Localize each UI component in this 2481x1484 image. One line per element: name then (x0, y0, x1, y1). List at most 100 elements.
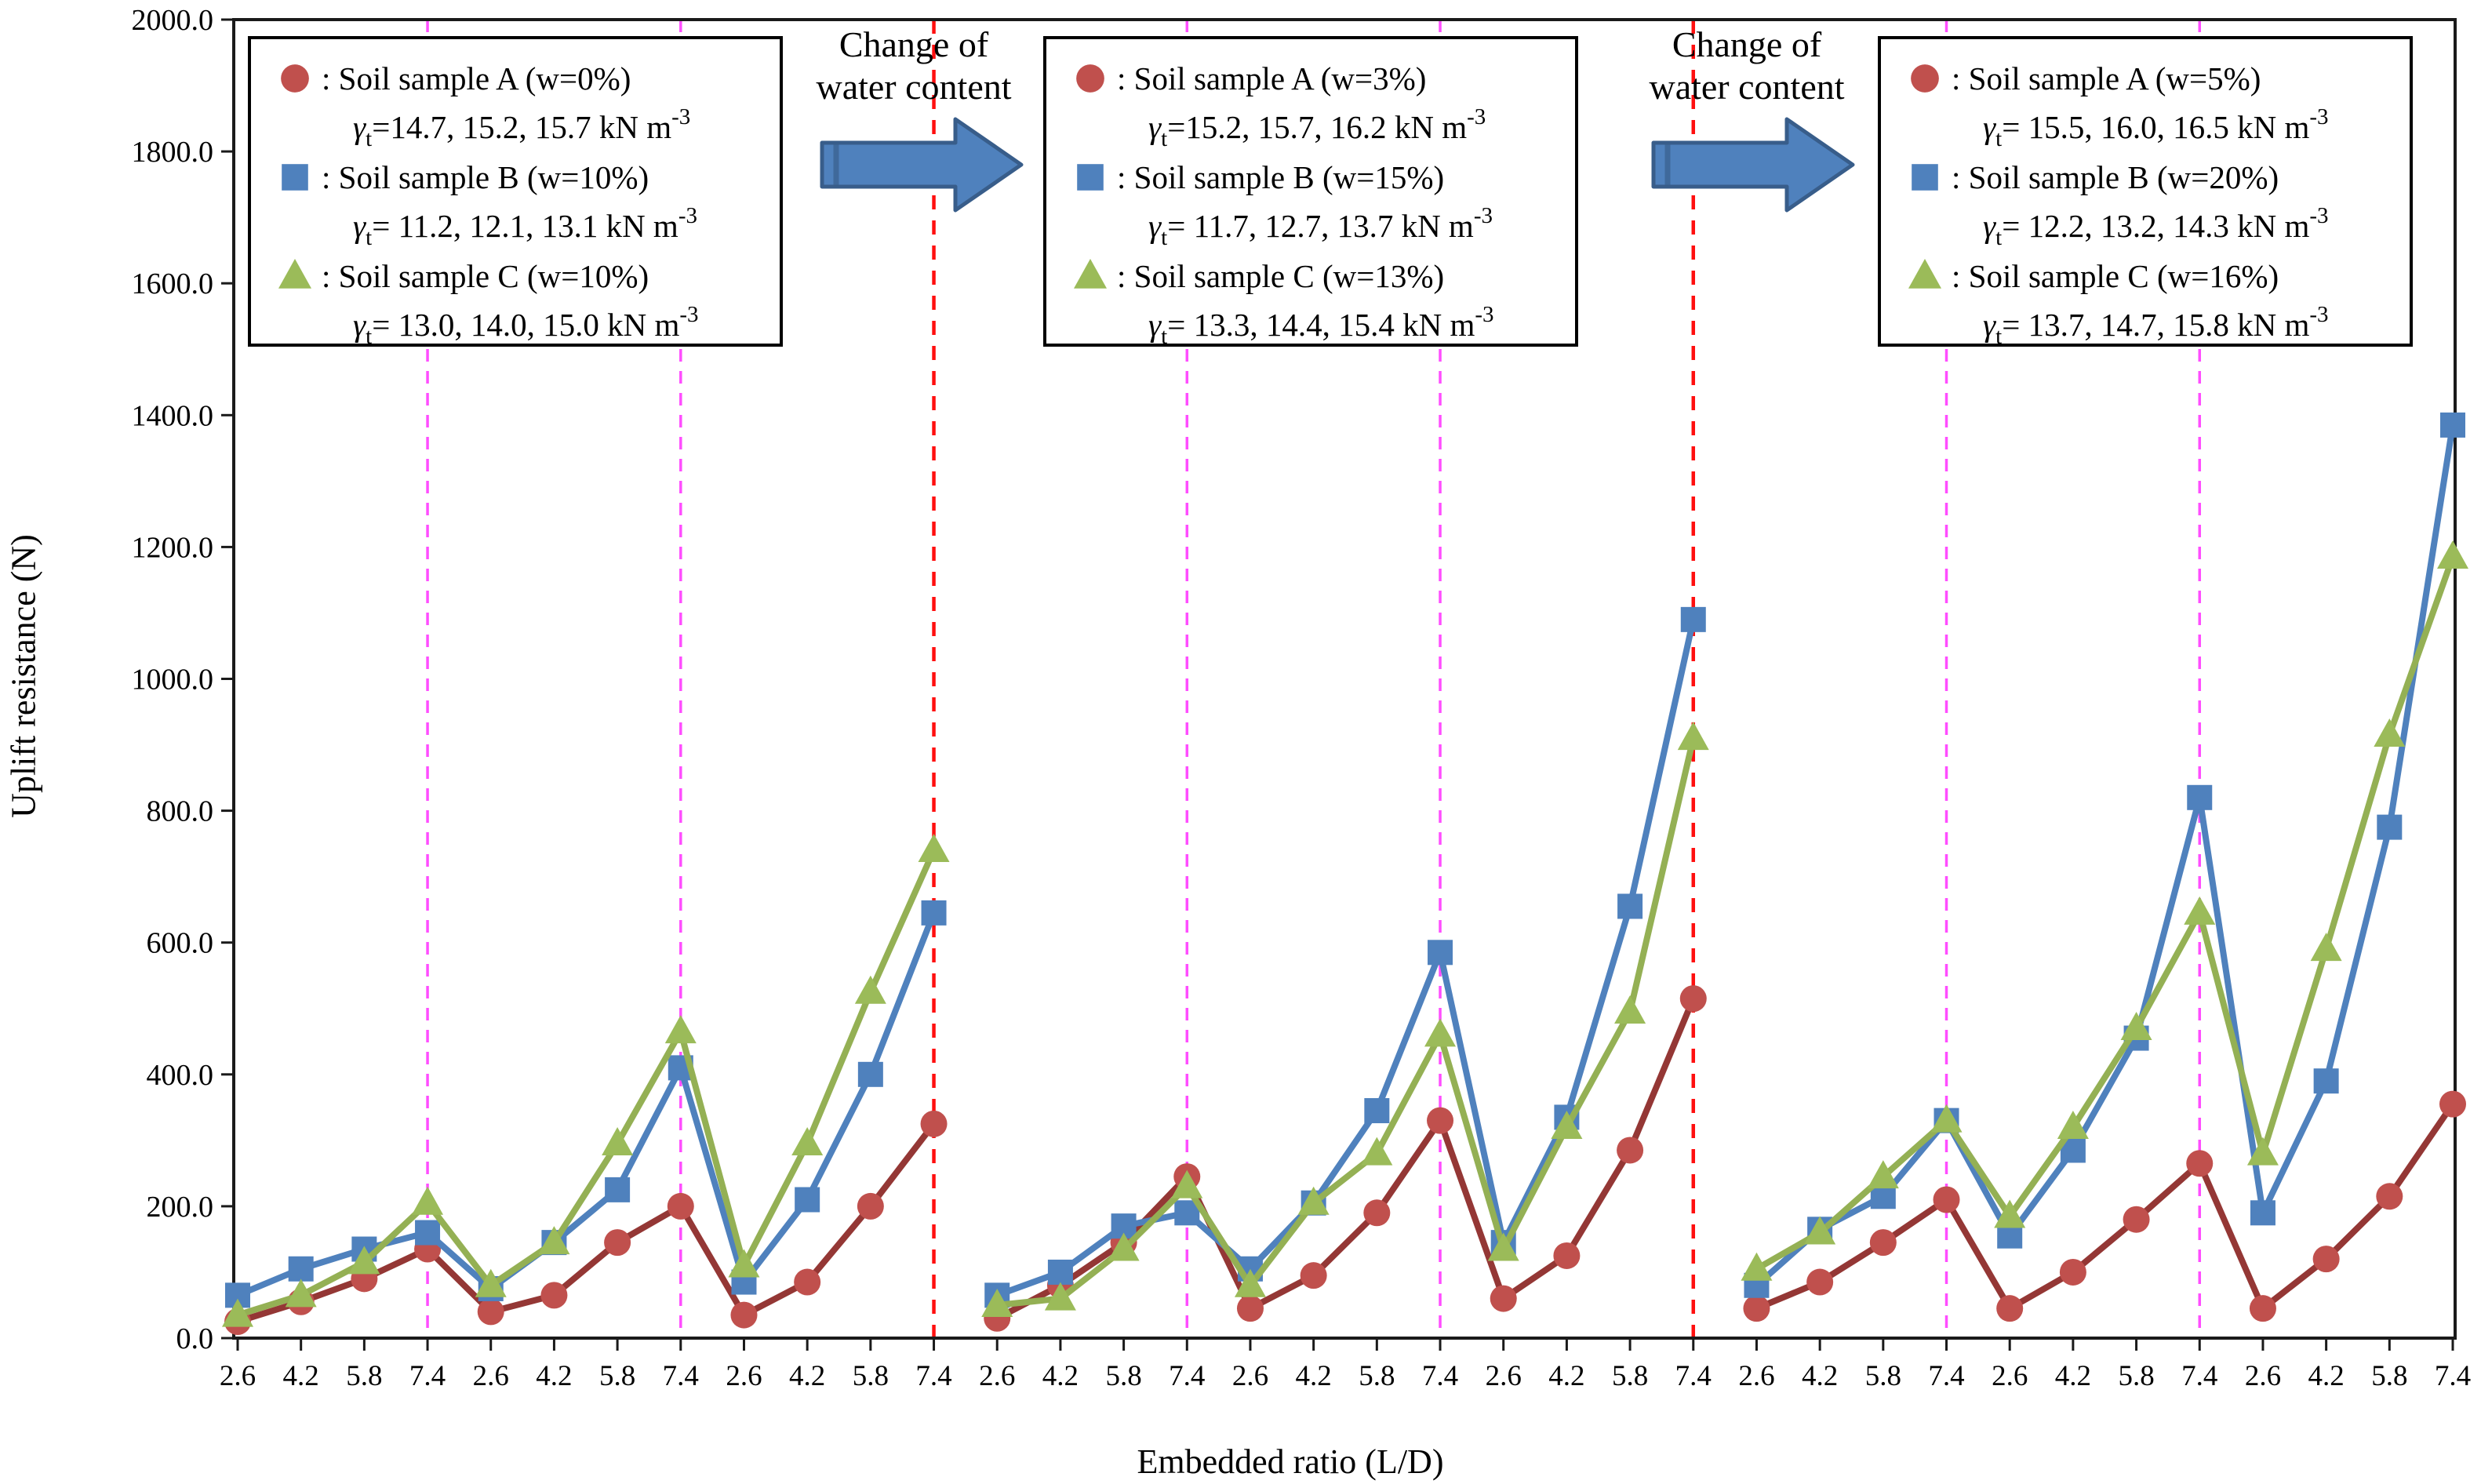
x-axis-tick-label: 5.8 (599, 1360, 635, 1392)
data-point-triangle (1297, 1186, 1330, 1215)
legend-entry-label: : Soil sample A (w=0%) (322, 60, 631, 96)
data-point-circle (2059, 1258, 2086, 1286)
data-point-circle (1363, 1199, 1391, 1227)
data-point-circle (1076, 64, 1104, 93)
x-axis-tick-label: 7.4 (1928, 1360, 1964, 1392)
x-axis-tick-label: 2.6 (220, 1360, 256, 1392)
data-point-triangle (1171, 1169, 1203, 1198)
series-line (236, 911, 937, 1299)
x-axis-tick-label: 5.8 (1612, 1360, 1648, 1392)
legend-border (1043, 36, 1578, 347)
y-axis-tick-label: 0.0 (176, 1322, 214, 1355)
legend-box-panel-3: : Soil sample A (w=5%) γt= 15.5, 16.0, 16… (1878, 36, 2413, 349)
legend-entry-label: : Soil sample A (w=5%) (1952, 60, 2261, 96)
annotation-line: water content (1649, 67, 1845, 107)
data-point-triangle (728, 1249, 760, 1278)
legend-entry-label: : Soil sample C (w=16%) (1952, 258, 2279, 294)
data-point-circle (540, 1282, 568, 1309)
data-point-triangle (2374, 718, 2406, 747)
data-point-triangle (981, 1288, 1013, 1317)
data-point-square (605, 1177, 631, 1202)
data-point-triangle (1044, 1282, 1076, 1311)
change-of-water-content-annotation-2: Change of water content (1613, 24, 1880, 109)
legend-entry-gamma-line: γt= 15.5, 16.0, 16.5 kN m-3 (1983, 104, 2329, 151)
data-point-triangle (285, 1278, 317, 1308)
data-point-triangle (602, 1127, 634, 1156)
legend-border (248, 36, 783, 347)
y-axis-tick-label: 800.0 (147, 795, 214, 828)
annotation-line: water content (816, 67, 1012, 107)
data-point-circle (1869, 1229, 1897, 1257)
annotation-line: Change of (1672, 24, 1822, 64)
data-point-circle (1427, 1107, 1454, 1134)
x-axis-tick-label: 5.8 (346, 1360, 382, 1392)
x-axis-title: Embedded ratio (L/D) (1137, 1442, 1444, 1481)
legend-entry-label: : Soil sample B (w=15%) (1117, 159, 1444, 195)
legend-entry-gamma-line: γt=15.2, 15.7, 16.2 kN m-3 (1148, 104, 1486, 151)
data-point-triangle (1741, 1252, 1773, 1281)
data-point-circle (920, 1110, 948, 1137)
data-point-triangle (664, 1015, 697, 1044)
series-line (1754, 424, 2456, 1288)
change-of-water-content-annotation-1: Change of water content (780, 24, 1047, 109)
x-axis-tick-label: 4.2 (536, 1360, 572, 1392)
water-content-arrow-2 (1651, 117, 1855, 213)
series-line (995, 618, 1697, 1299)
y-axis-tick-label: 1400.0 (132, 399, 214, 432)
data-point-triangle (1551, 1111, 1583, 1140)
x-axis-tick-label: 2.6 (1738, 1360, 1774, 1392)
data-point-triangle (1074, 258, 1107, 289)
data-point-triangle (1108, 1232, 1140, 1261)
data-point-circle (477, 1298, 504, 1326)
series-triangle-panel-3 (1741, 540, 2468, 1281)
x-axis-tick-label: 4.2 (2055, 1360, 2091, 1392)
data-point-square (2250, 1200, 2275, 1226)
y-axis-tick-label: 400.0 (147, 1059, 214, 1092)
x-axis-tick-label: 5.8 (1359, 1360, 1395, 1392)
x-axis-tick-label: 7.4 (1422, 1360, 1458, 1392)
data-point-circle (794, 1268, 821, 1296)
data-point-triangle (791, 1127, 824, 1156)
legend-entry-label: : Soil sample C (w=13%) (1117, 258, 1444, 294)
data-point-circle (1617, 1137, 1644, 1164)
x-axis-tick-label: 7.4 (1675, 1360, 1712, 1392)
x-axis-tick-label: 7.4 (663, 1360, 699, 1392)
data-point-circle (604, 1229, 631, 1257)
data-point-circle (1933, 1186, 1960, 1213)
data-point-triangle (2057, 1111, 2089, 1140)
x-axis-tick-label: 5.8 (1105, 1360, 1141, 1392)
x-axis-tick-label: 2.6 (979, 1360, 1015, 1392)
data-point-circle (1996, 1295, 2024, 1322)
legend-entry-gamma-line: γt= 13.0, 14.0, 15.0 kN m-3 (353, 302, 699, 349)
x-axis-tick-label: 5.8 (2371, 1360, 2407, 1392)
series-circle-panel-3 (1743, 1090, 2466, 1322)
data-point-circle (1300, 1262, 1327, 1289)
data-point-square (1912, 164, 1938, 191)
data-point-triangle (2246, 1137, 2279, 1166)
x-axis-tick-label: 2.6 (473, 1360, 509, 1392)
y-axis-title: Uplift resistance (N) (4, 534, 43, 818)
data-point-triangle (538, 1226, 570, 1255)
x-axis-tick-label: 7.4 (2181, 1360, 2217, 1392)
x-axis-tick-label: 2.6 (2245, 1360, 2281, 1392)
data-point-triangle (2184, 896, 2216, 925)
annotation-line: Change of (839, 24, 989, 64)
x-axis-tick-label: 4.2 (1296, 1360, 1332, 1392)
legend-entry-label: : Soil sample C (w=10%) (322, 258, 649, 294)
x-axis-tick-label: 5.8 (1865, 1360, 1901, 1392)
data-point-triangle (1930, 1104, 1963, 1133)
x-axis-tick-label: 2.6 (1992, 1360, 2028, 1392)
x-axis-tick-label: 7.4 (2435, 1360, 2471, 1392)
data-point-circle (281, 64, 309, 93)
data-point-circle (2249, 1295, 2276, 1322)
data-point-circle (1679, 985, 1707, 1013)
series-square-panel-2 (984, 606, 1706, 1308)
data-point-square (288, 1256, 314, 1282)
series-line (1755, 555, 2456, 1272)
data-point-circle (2439, 1090, 2466, 1118)
x-axis-tick-label: 4.2 (1802, 1360, 1838, 1392)
data-point-square (2187, 784, 2213, 810)
x-axis-tick-label: 5.8 (2118, 1360, 2154, 1392)
data-point-triangle (1361, 1137, 1393, 1166)
y-axis-tick-label: 600.0 (147, 927, 214, 960)
